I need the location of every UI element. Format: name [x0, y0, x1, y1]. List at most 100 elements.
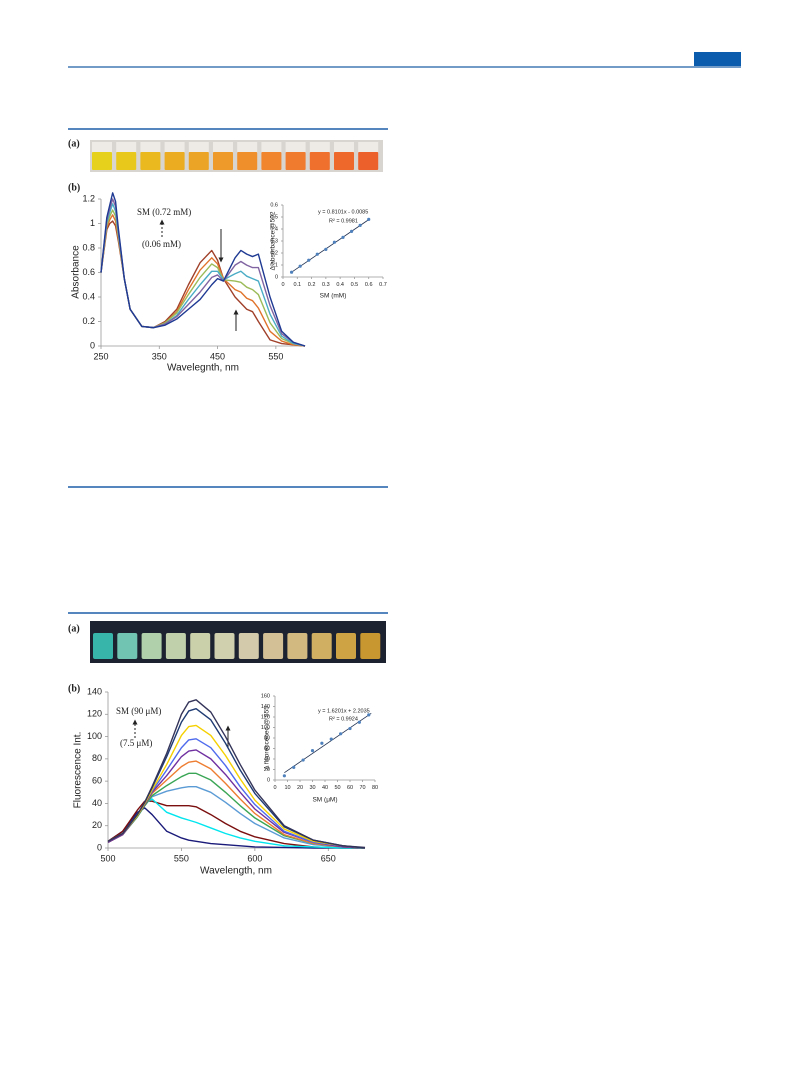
data-point — [367, 713, 371, 717]
annotation: SM (0.72 mM) — [137, 207, 191, 217]
vial-glow — [238, 633, 259, 659]
data-point — [358, 223, 362, 227]
trendline — [291, 219, 369, 273]
y-tick-label: 120 — [261, 714, 270, 720]
y-tick-label: 20 — [264, 767, 270, 773]
data-point — [301, 758, 305, 762]
x-tick-label: 550 — [268, 351, 283, 361]
data-point — [289, 270, 294, 274]
vial — [261, 152, 282, 170]
x-tick-label: 0.5 — [351, 282, 359, 288]
vial — [358, 152, 379, 170]
y-tick-label: 0.4 — [270, 226, 278, 232]
y-axis-label: Δ fluorescenec @ 555 — [264, 706, 271, 770]
vial-top — [188, 142, 209, 152]
vial — [164, 152, 185, 170]
vial-top — [334, 142, 354, 152]
vial-glow — [165, 633, 186, 659]
y-tick-label: 140 — [87, 686, 102, 696]
y-tick-label: 80 — [92, 753, 102, 763]
x-axis-label: Wavelegnth, nm — [167, 363, 239, 374]
y-tick-label: 0.6 — [82, 267, 95, 277]
x-tick-label: 500 — [100, 853, 115, 863]
panel-label: (b) — [68, 683, 80, 694]
vial — [92, 152, 112, 170]
vial-photo — [90, 140, 383, 172]
annotation: (7.5 μM) — [120, 738, 152, 748]
x-tick-label: 650 — [321, 853, 336, 863]
vial-glow — [93, 633, 113, 659]
vial — [237, 152, 258, 170]
data-point — [329, 737, 333, 741]
annotation: y = 1.6201x + 2.2035 — [318, 708, 370, 714]
y-tick-label: 1 — [90, 218, 95, 228]
y-tick-label: 140 — [261, 704, 270, 710]
series-line — [107, 708, 366, 849]
vial — [334, 152, 354, 170]
y-tick-label: 0.8 — [82, 242, 95, 252]
x-tick-label: 0 — [281, 282, 284, 288]
x-tick-label: 10 — [284, 785, 290, 791]
vial — [140, 152, 161, 170]
x-tick-label: 0.1 — [293, 282, 301, 288]
vial-glow — [117, 633, 138, 659]
vial-top — [261, 142, 282, 152]
x-tick-label: 50 — [334, 785, 340, 791]
vial-top — [213, 142, 233, 152]
x-tick-label: 0 — [273, 785, 276, 791]
series-line — [107, 800, 365, 849]
vial — [285, 152, 306, 170]
x-tick-label: 0.3 — [322, 282, 330, 288]
panel-label: (b) — [68, 182, 80, 193]
vial-glow — [141, 633, 162, 659]
series-line — [100, 192, 306, 347]
series-line — [100, 220, 306, 347]
data-point — [320, 741, 324, 745]
x-tick-label: 60 — [347, 785, 353, 791]
header-tab — [694, 52, 741, 66]
trendline — [284, 712, 372, 773]
y-tick-label: 1.2 — [82, 193, 95, 203]
data-point — [298, 264, 302, 268]
vial-top — [358, 142, 379, 152]
x-tick-label: 600 — [247, 853, 262, 863]
x-tick-label: 30 — [309, 785, 315, 791]
y-tick-label: 160 — [261, 693, 270, 699]
series-line — [107, 699, 366, 849]
annotation: R² = 0.9981 — [329, 218, 358, 224]
y-tick-label: 0 — [275, 274, 278, 280]
y-tick-label: 40 — [264, 756, 270, 762]
x-tick-label: 70 — [359, 785, 365, 791]
vial-glow — [360, 633, 381, 659]
y-tick-label: 0 — [97, 842, 102, 852]
x-tick-label: 40 — [322, 785, 328, 791]
y-axis-label: Δ absorbance @502 — [270, 211, 277, 270]
data-point — [315, 252, 319, 256]
y-axis-label: Fluorescence Int. — [73, 732, 84, 809]
x-tick-label: 0.6 — [365, 282, 373, 288]
vial-top — [92, 142, 112, 152]
vial-top — [140, 142, 161, 152]
y-tick-label: 0.3 — [270, 238, 278, 244]
vial-glow — [214, 633, 235, 659]
data-point — [307, 258, 311, 262]
x-tick-label: 250 — [93, 351, 108, 361]
vial — [116, 152, 137, 170]
y-tick-label: 0.5 — [270, 214, 278, 220]
vial-glow — [311, 633, 332, 659]
panel-label: (a) — [68, 623, 80, 634]
data-point — [357, 720, 361, 724]
vial-photo — [90, 621, 386, 663]
data-point — [292, 765, 296, 770]
annotation: R² = 0.9924 — [329, 716, 358, 722]
x-tick-label: 0.4 — [336, 282, 344, 288]
y-tick-label: 0.2 — [82, 316, 95, 326]
y-axis-label: Absorbance — [71, 245, 82, 299]
x-tick-label: 20 — [297, 785, 303, 791]
series-line — [107, 798, 365, 849]
panel-label: (a) — [68, 138, 80, 149]
vial-glow — [263, 633, 284, 659]
x-tick-label: 350 — [152, 351, 167, 361]
y-tick-label: 0 — [90, 340, 95, 350]
x-axis-label: SM (μM) — [312, 797, 337, 804]
